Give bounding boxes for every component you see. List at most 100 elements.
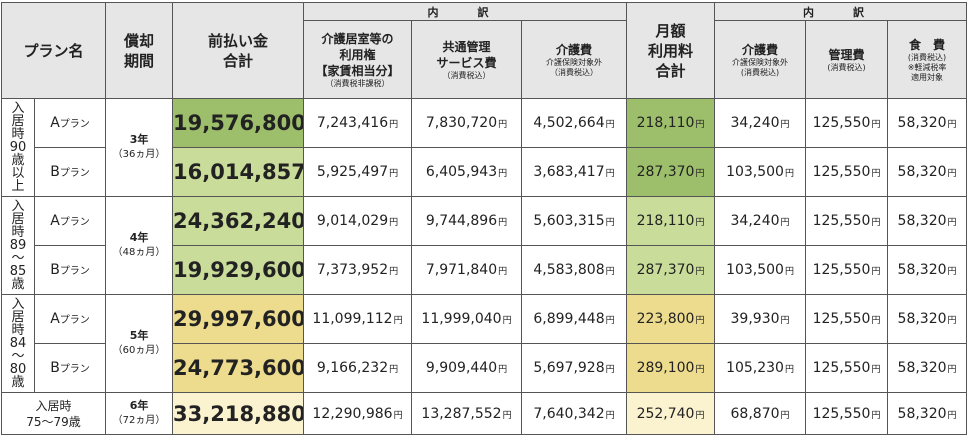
yen-unit: 円 — [947, 218, 957, 228]
yen-unit: 円 — [393, 410, 403, 421]
age-char: 89 — [9, 238, 27, 253]
m-kaigo-cell: 103,500円 — [714, 147, 807, 197]
yen-unit: 円 — [498, 120, 508, 130]
m-kanri-value: 125,550 — [812, 360, 871, 376]
m-kanri-cell: 125,550円 — [805, 343, 889, 393]
m-kanri-cell: 125,550円 — [805, 147, 889, 197]
header-monthly-line3: 合計 — [655, 61, 686, 80]
header-kaigo-line3: （消費税込） — [550, 67, 599, 77]
age-label-line1: 入居時 — [35, 398, 72, 413]
header-m-kanri-line2: (消費税込) — [827, 62, 866, 72]
m-kaigo-cell: 34,240円 — [714, 196, 807, 246]
yen-unit: 円 — [498, 365, 508, 375]
kaigo-value: 6,899,448 — [533, 311, 605, 327]
header-kyoshitsu-line1: 介護居室等の — [321, 31, 394, 46]
yen-unit: 円 — [871, 218, 881, 228]
yen-unit: 円 — [605, 316, 615, 326]
plan-name: Bプラン — [33, 245, 107, 295]
m-kanri-value: 125,550 — [812, 311, 871, 327]
m-kanri-value: 125,550 — [812, 405, 871, 422]
yen-unit: 円 — [502, 410, 512, 421]
header-kyotsu-line3: （消費税込） — [442, 70, 491, 80]
kaigo-value: 4,583,808 — [533, 262, 605, 278]
m-shokuhi-cell: 58,320円 — [887, 147, 968, 197]
m-shokuhi-value: 58,320 — [897, 213, 947, 229]
kyoshitsu-cell: 11,099,112円 — [303, 294, 413, 344]
prepay-value: 19,929,600 — [173, 258, 304, 282]
header-m-kaigo-line3: (消費税込) — [740, 67, 780, 77]
plan-suffix: プラン — [59, 364, 90, 375]
yen-unit: 円 — [389, 169, 399, 179]
monthly-value: 287,370 — [636, 262, 695, 278]
header-breakdown-monthly: 内 訳 — [714, 2, 968, 21]
header-m-shokuhi: 食 費 (消費税込) ※軽減税率 適用対象 — [887, 20, 968, 99]
plan-suffix: プラン — [59, 217, 90, 228]
kyoshitsu-value: 7,243,416 — [316, 115, 389, 131]
header-m-kaigo-line1: 介護費 — [742, 42, 779, 57]
yen-unit: 円 — [695, 218, 705, 228]
age-char: 歳 — [11, 153, 25, 168]
kaigo-value: 5,697,928 — [533, 360, 605, 376]
yen-unit: 円 — [784, 365, 794, 375]
kyotsu-value: 9,909,440 — [425, 360, 498, 376]
m-kanri-value: 125,550 — [812, 213, 871, 229]
m-kaigo-value: 34,240 — [730, 213, 780, 229]
kyotsu-value: 9,744,896 — [425, 213, 498, 229]
yen-unit: 円 — [605, 410, 615, 421]
yen-unit: 円 — [695, 316, 705, 326]
m-kaigo-cell: 105,230円 — [714, 343, 807, 393]
monthly-total: 218,110円 — [626, 98, 716, 148]
m-shokuhi-cell: 58,320円 — [887, 245, 968, 295]
m-kaigo-value: 34,240 — [730, 115, 780, 131]
kyoshitsu-value: 11,099,112 — [312, 311, 393, 327]
plan-name: Bプラン — [33, 343, 107, 393]
m-kanri-value: 125,550 — [812, 115, 871, 131]
header-monthly-line2: 利用料 — [648, 41, 694, 60]
period-years: 4年 — [129, 231, 149, 244]
monthly-value: 289,100 — [636, 360, 695, 376]
header-m-kanri: 管理費 (消費税込) — [805, 20, 889, 99]
kaigo-cell: 3,683,417円 — [521, 147, 628, 197]
age-char: 入 — [11, 297, 25, 312]
kyotsu-cell: 11,999,040円 — [411, 294, 523, 344]
m-shokuhi-value: 58,320 — [897, 311, 947, 327]
kaigo-value: 3,683,417 — [533, 164, 605, 180]
kyoshitsu-cell: 9,166,232円 — [303, 343, 413, 393]
yen-unit: 円 — [784, 267, 794, 277]
age-char: 歳 — [11, 375, 25, 390]
amortization-period: 3年 （36ヵ月） — [105, 98, 174, 197]
prepay-total: 19,929,600円 — [172, 245, 305, 295]
yen-unit: 円 — [947, 365, 957, 375]
monthly-value: 218,110 — [636, 213, 695, 229]
kyotsu-cell: 6,405,943円 — [411, 147, 523, 197]
m-shokuhi-value: 58,320 — [897, 164, 947, 180]
kyoshitsu-value: 12,290,986 — [312, 405, 393, 422]
prepay-value: 33,218,880 — [173, 401, 304, 426]
age-char: 上 — [11, 179, 25, 194]
yen-unit: 円 — [695, 120, 705, 130]
age-label: 入居時 90 歳以上 — [1, 98, 35, 197]
yen-unit: 円 — [780, 316, 790, 326]
age-char: 居 — [11, 310, 25, 325]
header-m-kaigo-line2: 介護保険対象外 — [732, 57, 789, 67]
yen-unit: 円 — [871, 410, 881, 421]
m-kanri-cell: 125,550円 — [805, 98, 889, 148]
plan-letter: A — [50, 115, 60, 131]
m-kaigo-cell: 103,500円 — [714, 245, 807, 295]
yen-unit: 円 — [498, 267, 508, 277]
kyoshitsu-cell: 9,014,029円 — [303, 196, 413, 246]
m-kanri-cell: 125,550円 — [805, 196, 889, 246]
header-kaigo: 介護費 介護保険対象外 （消費税込） — [521, 20, 628, 99]
kyotsu-value: 7,830,720 — [425, 115, 498, 131]
yen-unit: 円 — [947, 410, 957, 421]
amortization-period: 6年 （72ヵ月） — [105, 392, 174, 435]
period-months: （60ヵ月） — [112, 345, 166, 356]
period-years: 3年 — [129, 133, 149, 146]
yen-unit: 円 — [502, 316, 512, 326]
plan-letter: B — [50, 360, 60, 376]
m-kaigo-value: 39,930 — [730, 311, 780, 327]
kyotsu-value: 13,287,552 — [421, 405, 502, 422]
yen-unit: 円 — [871, 120, 881, 130]
